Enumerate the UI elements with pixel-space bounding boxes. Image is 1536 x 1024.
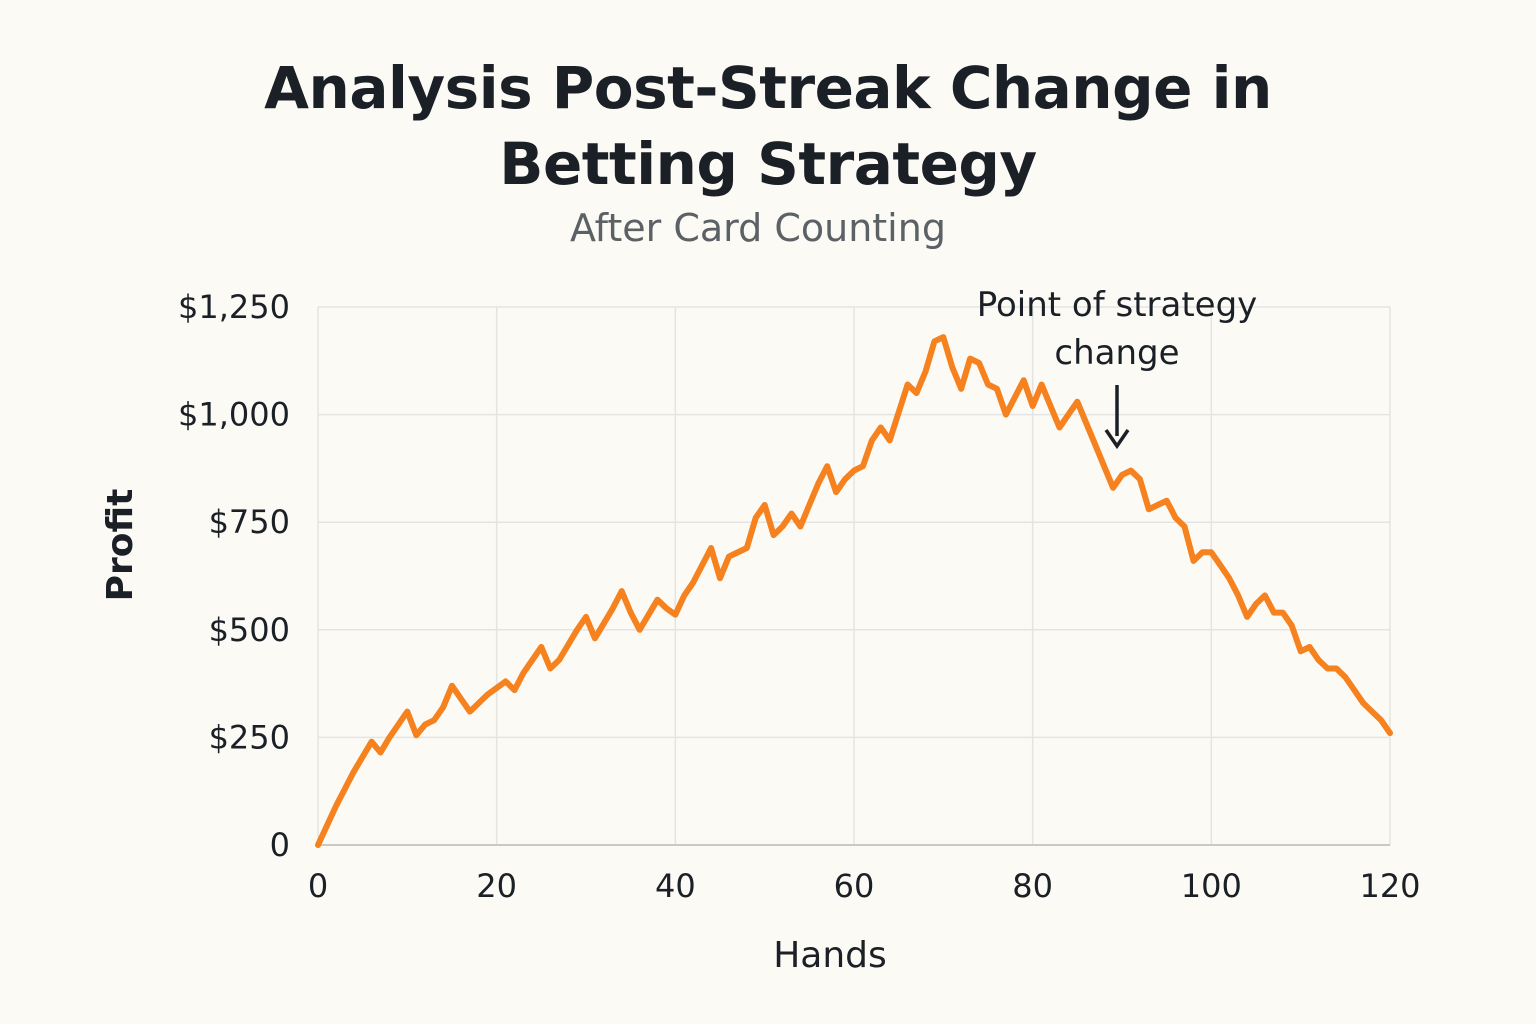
- x-axis-ticks: 0 20 40 60 80 100 120: [308, 867, 1421, 905]
- profit-series-line: [315, 334, 1393, 848]
- grid: [317, 306, 1391, 846]
- x-tick-label: 20: [476, 867, 517, 905]
- x-tick-label: 40: [655, 867, 696, 905]
- chart-title: Analysis Post-Streak Change in Betting S…: [0, 50, 1536, 202]
- x-tick-label: 100: [1181, 867, 1242, 905]
- y-tick-label: $1,250: [178, 288, 290, 326]
- x-tick-label: 60: [834, 867, 875, 905]
- series-layer: [315, 334, 1393, 848]
- x-tick-label: 0: [308, 867, 328, 905]
- annotation-text-line-2: change: [1054, 333, 1179, 373]
- x-tick-label: 120: [1359, 867, 1420, 905]
- chart-title-line-1: Analysis Post-Streak Change in: [264, 54, 1272, 122]
- chart-title-line-2: Betting Strategy: [499, 130, 1037, 198]
- x-tick-label: 80: [1012, 867, 1053, 905]
- y-tick-label: $750: [209, 503, 290, 541]
- annotation: Point of strategy change: [977, 285, 1258, 450]
- x-axis-title: Hands: [773, 935, 887, 976]
- y-axis-ticks: 0 $250 $500 $750 $1,000 $1,250: [178, 288, 290, 864]
- y-tick-label: $250: [209, 718, 290, 756]
- annotation-text-line-1: Point of strategy: [977, 285, 1258, 325]
- y-tick-label: 0: [270, 826, 290, 864]
- y-tick-label: $1,000: [178, 396, 290, 434]
- y-tick-label: $500: [209, 611, 290, 649]
- chart-subtitle: After Card Counting: [570, 206, 946, 250]
- y-axis-title: Profit: [100, 489, 141, 602]
- annotation-arrow-head: [1104, 429, 1130, 450]
